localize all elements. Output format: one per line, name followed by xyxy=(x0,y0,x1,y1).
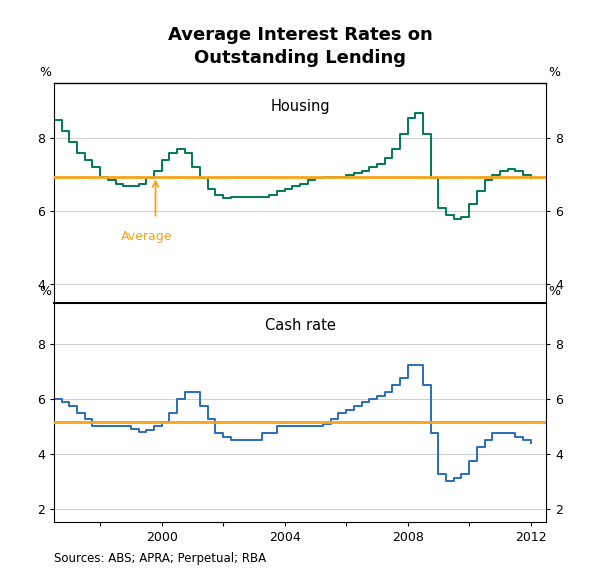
Text: %: % xyxy=(40,66,52,79)
Text: Average: Average xyxy=(121,230,172,243)
Text: Cash rate: Cash rate xyxy=(265,318,335,333)
Text: Housing: Housing xyxy=(270,99,330,114)
Text: %: % xyxy=(548,66,560,79)
Text: Sources: ABS; APRA; Perpetual; RBA: Sources: ABS; APRA; Perpetual; RBA xyxy=(54,552,266,565)
Text: Average Interest Rates on
Outstanding Lending: Average Interest Rates on Outstanding Le… xyxy=(167,26,433,67)
Text: %: % xyxy=(548,285,560,298)
Text: %: % xyxy=(40,285,52,298)
